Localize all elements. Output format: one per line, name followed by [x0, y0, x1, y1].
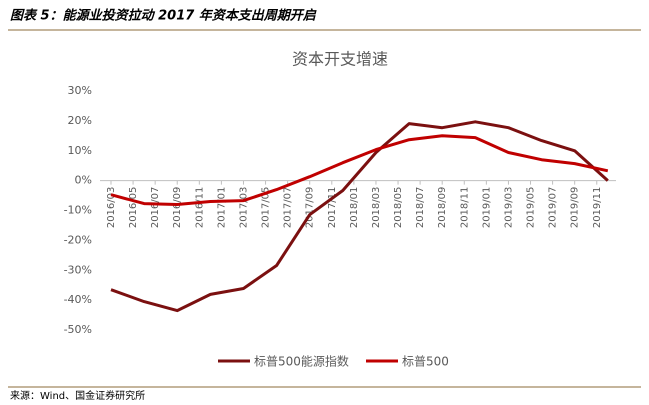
- x-tick-label: 2016/09: [172, 187, 183, 229]
- y-tick-label: 10%: [68, 144, 92, 157]
- x-tick-label: 2017/05: [261, 187, 272, 229]
- x-tick-label: 2018/05: [393, 187, 404, 229]
- header-title: 图表 5：能源业投资拉动 2017 年资本支出周期开启: [10, 8, 317, 24]
- x-tick-label: 2017/09: [305, 187, 316, 229]
- x-tick-label: 2016/05: [128, 187, 139, 229]
- x-tick-label: 2017/07: [283, 187, 294, 229]
- x-tick-label: 2016/11: [194, 187, 205, 229]
- y-tick-label: -20%: [64, 233, 92, 246]
- y-tick-label: -10%: [64, 204, 92, 217]
- x-tick-label: 2019/09: [570, 187, 581, 229]
- x-tick-label: 2016/07: [150, 187, 161, 229]
- y-tick-label: 30%: [68, 84, 92, 97]
- x-tick-label: 2019/01: [481, 187, 492, 229]
- y-tick-label: -40%: [64, 293, 92, 306]
- x-tick-label: 2018/03: [371, 187, 382, 229]
- series-line: [110, 120, 609, 313]
- x-tick-label: 2018/07: [415, 187, 426, 229]
- x-tick-label: 2019/05: [526, 187, 537, 229]
- x-tick-label: 2017/11: [327, 187, 338, 229]
- chart-title: 资本开支增速: [292, 50, 388, 69]
- x-tick-label: 2019/11: [592, 187, 603, 229]
- x-tick-label: 2019/07: [548, 187, 559, 229]
- legend-label: 标普500能源指数: [254, 354, 349, 369]
- series-line: [110, 134, 609, 206]
- x-tick-label: 2019/03: [503, 187, 514, 229]
- y-tick-label: 20%: [68, 114, 92, 127]
- source: 来源：Wind、国金证券研究所: [10, 389, 145, 401]
- x-tick-label: 2018/09: [437, 187, 448, 229]
- legend-label: 标普500: [402, 355, 449, 369]
- x-tick-label: 2018/11: [459, 187, 470, 229]
- y-tick-label: -50%: [64, 323, 92, 336]
- y-tick-label: -30%: [64, 263, 92, 276]
- x-tick-label: 2018/01: [349, 187, 360, 229]
- x-tick-label: 2017/01: [216, 187, 227, 229]
- x-tick-label: 2017/03: [238, 187, 249, 229]
- y-tick-label: 0%: [75, 174, 92, 187]
- x-tick-label: 2016/03: [106, 187, 117, 229]
